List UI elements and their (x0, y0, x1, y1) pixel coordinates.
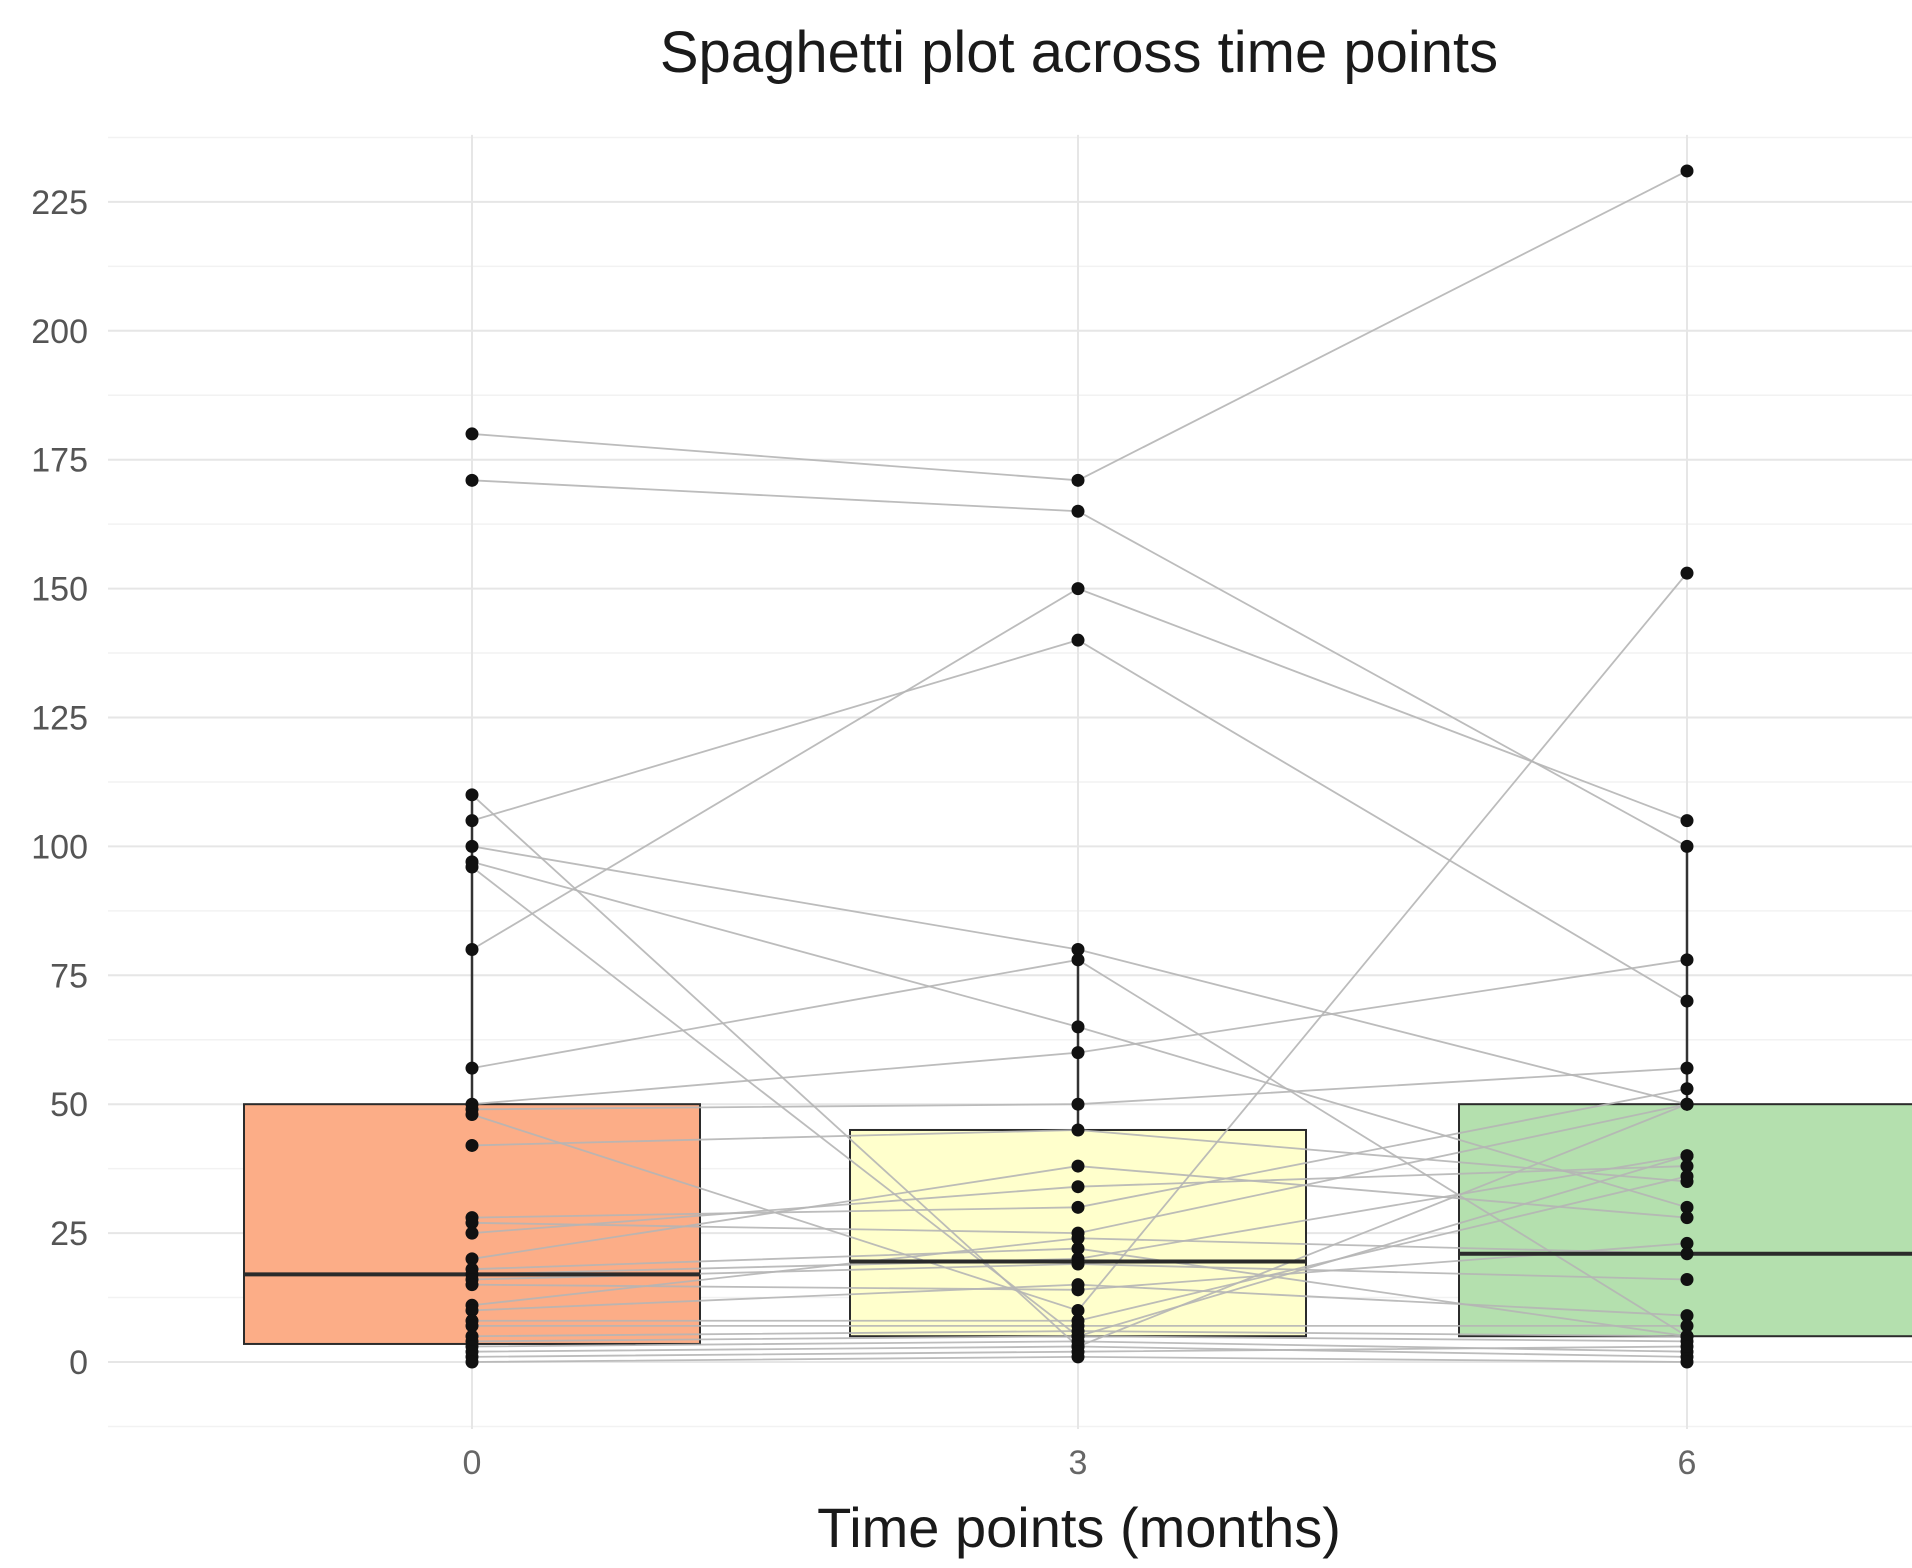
data-point (465, 1278, 479, 1292)
data-point (465, 1319, 479, 1333)
chart-title: Spaghetti plot across time points (660, 20, 1498, 85)
data-point (1680, 1097, 1694, 1111)
data-point (465, 1216, 479, 1230)
data-point (1071, 943, 1085, 957)
data-point (1071, 1180, 1085, 1194)
data-point (1680, 1169, 1694, 1183)
data-point (465, 1138, 479, 1152)
data-point (1071, 1123, 1085, 1137)
data-point (1071, 1046, 1085, 1060)
data-point (465, 814, 479, 828)
data-point (1071, 1257, 1085, 1271)
data-point (1071, 633, 1085, 647)
data-point (465, 1108, 479, 1122)
y-tick-label: 200 (31, 313, 88, 351)
y-tick-label: 125 (31, 700, 88, 738)
data-point (1071, 1159, 1085, 1173)
data-point (465, 427, 479, 441)
data-point (1680, 1200, 1694, 1214)
data-point (1680, 164, 1694, 178)
data-point (465, 1303, 479, 1317)
data-point (1680, 1082, 1694, 1096)
data-point (1071, 1020, 1085, 1034)
data-point (1680, 1309, 1694, 1323)
data-point (1680, 814, 1694, 828)
data-point (465, 860, 479, 874)
data-point (1680, 1247, 1694, 1261)
y-tick-label: 25 (50, 1215, 88, 1253)
data-point (1071, 1303, 1085, 1317)
y-tick-label: 75 (50, 957, 88, 995)
data-point (1680, 1340, 1694, 1354)
data-point (1071, 1350, 1085, 1364)
data-point (1680, 1061, 1694, 1075)
data-point (465, 1355, 479, 1369)
y-tick-label: 150 (31, 571, 88, 609)
data-point (465, 943, 479, 957)
data-point (465, 839, 479, 853)
data-point (1071, 473, 1085, 487)
y-tick-label: 50 (50, 1086, 88, 1124)
x-axis-ticks: 0 3 6 (463, 1444, 1697, 1482)
x-tick-label: 6 (1678, 1444, 1697, 1482)
data-point (465, 1252, 479, 1266)
data-point (1680, 1319, 1694, 1333)
data-point (1071, 953, 1085, 967)
subject-line-2 (471, 479, 1688, 848)
y-tick-label: 175 (31, 442, 88, 480)
data-point (465, 1061, 479, 1075)
data-point (1680, 1355, 1694, 1369)
y-tick-label: 0 (69, 1344, 88, 1382)
data-point (1680, 994, 1694, 1008)
data-points (465, 164, 1694, 1369)
data-point (1680, 1236, 1694, 1250)
y-tick-label: 100 (31, 828, 88, 866)
x-tick-label: 3 (1069, 1444, 1088, 1482)
data-point (1071, 1097, 1085, 1111)
data-point (1680, 566, 1694, 580)
data-point (1680, 839, 1694, 853)
data-point (465, 473, 479, 487)
data-point (1680, 1273, 1694, 1287)
data-point (1071, 1242, 1085, 1256)
data-point (1680, 1159, 1694, 1173)
data-point (1071, 582, 1085, 596)
x-axis-title: Time points (months) (817, 1496, 1341, 1559)
subject-line-1 (471, 170, 1688, 482)
data-point (465, 788, 479, 802)
data-point (1680, 1211, 1694, 1225)
data-point (1071, 1200, 1085, 1214)
y-axis-ticks: 0 25 50 75 100 125 150 175 200 225 (31, 184, 88, 1382)
x-tick-label: 0 (463, 1444, 482, 1482)
data-point (1680, 1149, 1694, 1163)
data-point (1071, 1278, 1085, 1292)
data-point (1071, 504, 1085, 518)
data-point (1071, 1231, 1085, 1245)
data-point (465, 1226, 479, 1240)
data-point (1680, 953, 1694, 967)
y-tick-label: 225 (31, 184, 88, 222)
